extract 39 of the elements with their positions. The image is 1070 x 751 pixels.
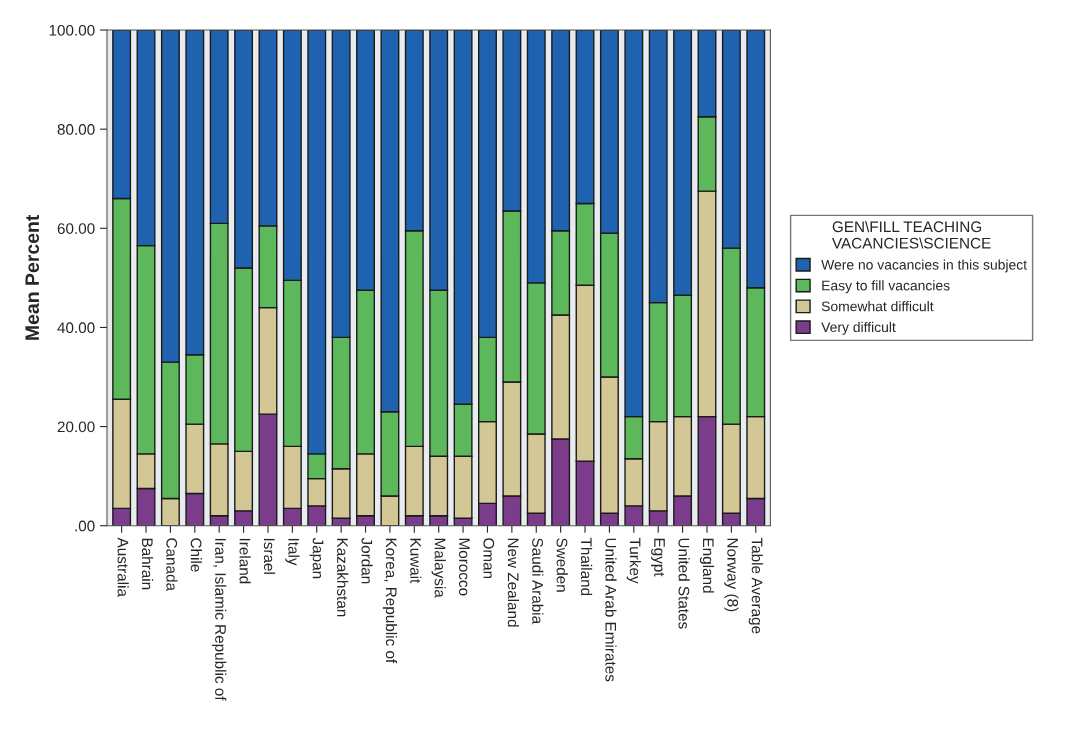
legend-label: Were no vacancies in this subject bbox=[821, 259, 1027, 273]
x-tick-label: Morocco bbox=[458, 538, 470, 596]
x-tick-label: England bbox=[699, 538, 715, 593]
x-tick-label: Canada bbox=[166, 538, 178, 592]
x-tick-label: Bahrain bbox=[141, 538, 154, 590]
x-tick-label: Turkey bbox=[626, 537, 641, 584]
x-tick-label: New Zealand bbox=[507, 538, 519, 627]
legend-label: Easy to fill vacancies bbox=[822, 280, 950, 294]
y-tick-label: 100.00 bbox=[49, 24, 95, 36]
x-tick-label: Korea, Republic of bbox=[382, 538, 398, 664]
x-tick-label: Jordan bbox=[361, 537, 373, 584]
x-tick-label: Thailand bbox=[580, 537, 593, 596]
y-axis-title: Mean Percent bbox=[25, 214, 40, 340]
x-tick-label: Ireland bbox=[239, 538, 251, 584]
x-tick-label: Sweden bbox=[556, 538, 568, 592]
x-tick-label: United States bbox=[678, 538, 690, 629]
y-tick-label: 80.00 bbox=[57, 124, 95, 135]
y-tick-label: 40.00 bbox=[57, 322, 95, 334]
x-tick-label: Israel bbox=[263, 538, 276, 574]
legend-label: Somewhat difficult bbox=[821, 301, 934, 312]
x-tick-label: Iran, Islamic Republic of bbox=[212, 538, 227, 701]
x-tick-label: Oman bbox=[483, 538, 495, 579]
x-tick-label: Kuwait bbox=[410, 538, 422, 584]
legend-title: GEN\FILL TEACHING VACANCIES\SCIENCE bbox=[832, 220, 991, 249]
y-tick-label: 60.00 bbox=[57, 223, 95, 234]
x-tick-label: United Arab Emirates bbox=[605, 538, 617, 682]
x-tick-label: Australia bbox=[117, 537, 129, 597]
y-tick-label: 20.00 bbox=[57, 421, 95, 433]
x-tick-label: Japan bbox=[309, 537, 324, 579]
x-tick-label: Saudi Arabia bbox=[532, 538, 544, 625]
x-tick-label: Malaysia bbox=[431, 538, 446, 598]
y-tick-label: .00 bbox=[75, 520, 95, 532]
x-tick-label: Italy bbox=[285, 538, 300, 566]
x-tick-label: Table Average bbox=[748, 537, 763, 634]
x-tick-label: Egypt bbox=[651, 538, 665, 577]
legend-label: Very difficult bbox=[821, 321, 896, 335]
x-tick-label: Chile bbox=[190, 538, 202, 572]
x-tick-label: Kazakhstan bbox=[337, 538, 349, 617]
x-tick-label: Norway (8) bbox=[724, 538, 739, 612]
